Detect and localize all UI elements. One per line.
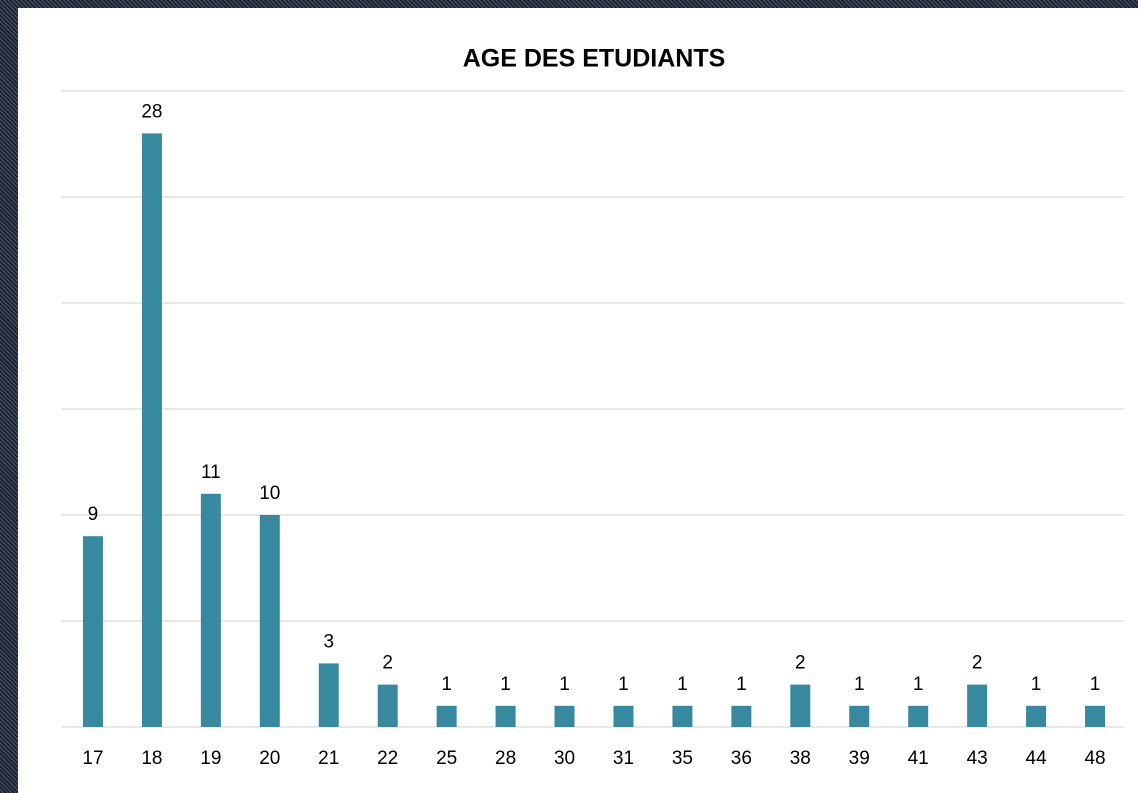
- value-label: 1: [559, 674, 570, 695]
- value-label: 1: [500, 674, 511, 695]
- value-label: 1: [618, 674, 629, 695]
- bar: [613, 705, 634, 727]
- bar: [908, 705, 929, 727]
- bar: [318, 663, 339, 727]
- x-tick-label: 38: [790, 748, 811, 769]
- x-tick-label: 36: [731, 748, 752, 769]
- value-label: 9: [88, 504, 99, 525]
- bar: [436, 705, 457, 727]
- x-tick-label: 35: [672, 748, 693, 769]
- x-tick-label: 39: [849, 748, 870, 769]
- value-label: 1: [677, 674, 688, 695]
- bar: [1085, 705, 1106, 727]
- value-label: 1: [1090, 674, 1101, 695]
- x-tick-label: 18: [141, 748, 162, 769]
- x-tick-label: 21: [318, 748, 339, 769]
- x-tick-label: 19: [200, 748, 221, 769]
- bar: [141, 133, 162, 727]
- x-tick-label: 48: [1084, 748, 1105, 769]
- bar: [554, 705, 575, 727]
- value-label: 28: [141, 101, 162, 122]
- chart-title: AGE DES ETUDIANTS: [463, 45, 726, 73]
- bar: [259, 515, 280, 727]
- value-label: 1: [913, 674, 924, 695]
- bar: [377, 684, 398, 727]
- value-label: 2: [795, 653, 806, 674]
- x-tick-label: 31: [613, 748, 634, 769]
- bar: [790, 684, 811, 727]
- x-tick-label: 44: [1026, 748, 1048, 769]
- bar: [672, 705, 693, 727]
- x-tick-label: 30: [554, 748, 575, 769]
- value-label: 1: [854, 674, 865, 695]
- value-label: 1: [1031, 674, 1042, 695]
- bar: [200, 493, 221, 727]
- x-tick-label: 41: [908, 748, 929, 769]
- bar: [731, 705, 752, 727]
- bar: [82, 536, 103, 727]
- bar: [967, 684, 988, 727]
- x-tick-label: 20: [259, 748, 280, 769]
- x-tick-label: 25: [436, 748, 457, 769]
- x-tick-label: 28: [495, 748, 516, 769]
- value-label: 2: [382, 653, 393, 674]
- value-label: 1: [736, 674, 747, 695]
- value-label: 11: [201, 462, 221, 483]
- value-label: 1: [441, 674, 452, 695]
- value-label: 10: [259, 483, 280, 504]
- bar: [495, 705, 516, 727]
- x-tick-label: 43: [967, 748, 988, 769]
- x-tick-label: 22: [377, 748, 398, 769]
- x-tick-label: 17: [82, 748, 103, 769]
- value-label: 3: [323, 631, 334, 652]
- value-label: 2: [972, 653, 983, 674]
- bar: [1026, 705, 1047, 727]
- bar: [849, 705, 870, 727]
